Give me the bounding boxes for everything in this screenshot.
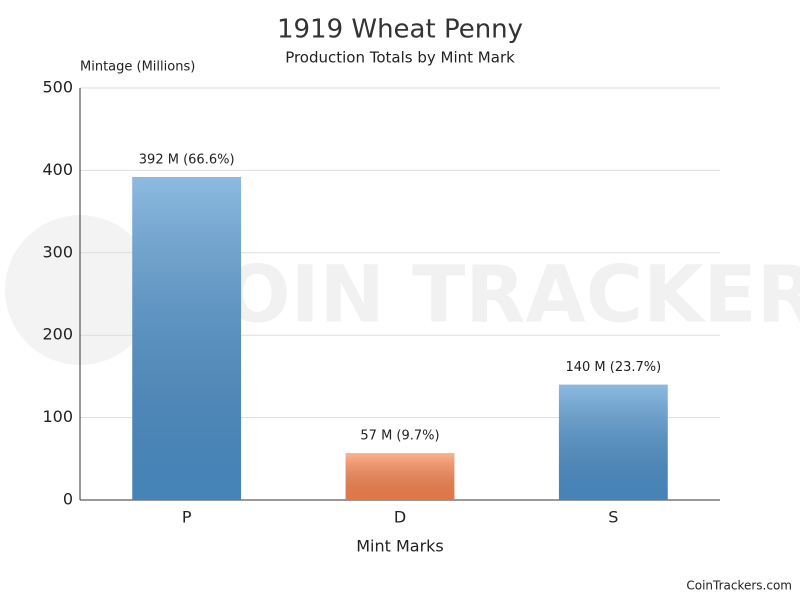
y-tick-label: 300	[42, 242, 73, 261]
x-tick-label: D	[394, 508, 406, 527]
chart-title: 1919 Wheat Penny	[277, 15, 523, 45]
bar-shine	[558, 384, 668, 500]
bar-shine	[132, 176, 242, 500]
x-axis-label: Mint Marks	[356, 537, 444, 556]
chart-subtitle: Production Totals by Mint Mark	[285, 49, 515, 67]
x-tick-label: S	[608, 508, 618, 527]
watermark: COIN TRACKERS	[167, 250, 800, 340]
y-axis-label: Mintage (Millions)	[80, 60, 195, 75]
bar-shine	[345, 453, 455, 500]
x-tick-label: P	[182, 508, 192, 527]
value-label: 140 M (23.7%)	[565, 360, 661, 375]
y-tick-label: 400	[42, 160, 73, 179]
y-tick-label: 200	[42, 325, 73, 344]
footer: CoinTrackers.com	[686, 579, 792, 593]
y-tick-label: 0	[63, 490, 73, 509]
y-tick-label: 500	[42, 78, 73, 97]
value-label: 392 M (66.6%)	[139, 152, 235, 167]
value-label: 57 M (9.7%)	[360, 429, 439, 444]
y-tick-label: 100	[42, 407, 73, 426]
